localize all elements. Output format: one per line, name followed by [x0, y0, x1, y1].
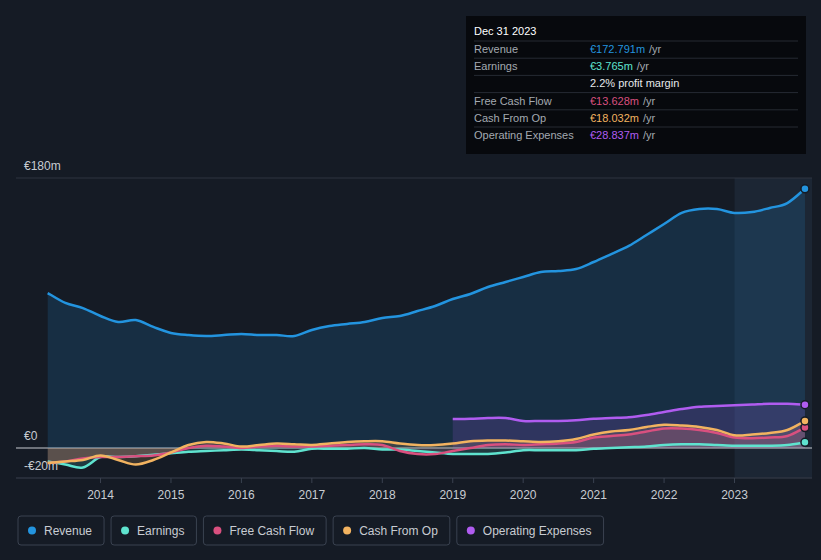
legend-box	[203, 516, 326, 545]
tooltip-label: Cash From Op	[474, 112, 546, 124]
legend-item: Earnings	[111, 516, 196, 545]
legend-box	[333, 516, 450, 545]
tooltip-divider	[474, 109, 798, 110]
tooltip-value: €3.765m	[590, 60, 633, 72]
end-marker	[801, 417, 809, 425]
tooltip-unit: /yr	[643, 129, 656, 141]
legend-label: Earnings	[137, 524, 184, 538]
tooltip-note: 2.2% profit margin	[590, 77, 679, 89]
legend-label: Operating Expenses	[483, 524, 592, 538]
tooltip-unit: /yr	[637, 60, 650, 72]
legend: Revenue Earnings Free Cash Flow Cash From O…	[18, 516, 604, 545]
x-tick-label: 2019	[439, 488, 466, 502]
legend-item: Revenue	[18, 516, 104, 545]
end-marker	[801, 438, 809, 446]
tooltip-label: Earnings	[474, 60, 518, 72]
tooltip-box	[466, 16, 806, 154]
y-tick-label: €0	[24, 429, 38, 443]
legend-box	[18, 516, 104, 545]
tooltip-unit: /yr	[643, 95, 656, 107]
legend-label: Free Cash Flow	[229, 524, 314, 538]
area-fill	[48, 189, 805, 448]
plot-area	[48, 185, 809, 468]
tooltip-title: Dec 31 2023	[474, 25, 536, 37]
tooltip: Dec 31 2023 Revenue €172.791m/yr Earnings €3…	[466, 16, 806, 154]
legend-box	[457, 516, 604, 545]
x-tick-label: 2021	[580, 488, 607, 502]
x-tick-label: 2015	[158, 488, 185, 502]
legend-item: Free Cash Flow	[203, 516, 326, 545]
x-axis-line	[16, 478, 812, 479]
x-tick-label: 2020	[510, 488, 537, 502]
tooltip-value: €18.032m	[590, 112, 639, 124]
end-marker	[801, 401, 809, 409]
legend-item: Operating Expenses	[457, 516, 604, 545]
legend-swatch	[467, 527, 475, 535]
x-tick	[241, 478, 242, 483]
series-line	[453, 404, 805, 422]
legend-swatch	[343, 527, 351, 535]
x-tick	[664, 478, 665, 483]
x-tick	[311, 478, 312, 483]
legend-box	[111, 516, 196, 545]
x-tick	[170, 478, 171, 483]
x-tick-label: 2022	[651, 488, 678, 502]
grid-line	[16, 178, 812, 179]
tooltip-divider	[474, 58, 798, 59]
chart: -€20m€0€180m2014201520162017201820192020…	[0, 0, 821, 560]
x-tick-label: 2014	[87, 488, 114, 502]
x-tick	[100, 478, 101, 483]
y-tick-label: €180m	[24, 159, 61, 173]
series-line	[48, 189, 805, 336]
x-tick	[382, 478, 383, 483]
legend-item: Cash From Op	[333, 516, 450, 545]
x-tick-label: 2017	[299, 488, 326, 502]
legend-swatch	[28, 527, 36, 535]
x-tick	[452, 478, 453, 483]
tooltip-value: €172.791m	[590, 43, 645, 55]
x-tick-label: 2023	[721, 488, 748, 502]
series-line	[48, 421, 805, 465]
x-tick-label: 2018	[369, 488, 396, 502]
legend-label: Cash From Op	[359, 524, 438, 538]
x-tick-label: 2016	[228, 488, 255, 502]
tooltip-value: €13.628m	[590, 95, 639, 107]
tooltip-divider	[474, 75, 798, 76]
tooltip-label: Free Cash Flow	[474, 95, 552, 107]
x-tick	[523, 478, 524, 483]
x-tick	[734, 478, 735, 483]
legend-swatch	[121, 527, 129, 535]
end-marker	[801, 185, 809, 193]
tooltip-divider	[474, 92, 798, 93]
grid-line	[16, 478, 812, 479]
tooltip-value: €28.837m	[590, 129, 639, 141]
legend-swatch	[213, 527, 221, 535]
tooltip-unit: /yr	[643, 112, 656, 124]
legend-label: Revenue	[44, 524, 92, 538]
tooltip-divider	[474, 41, 798, 42]
tooltip-label: Revenue	[474, 43, 518, 55]
tooltip-unit: /yr	[649, 43, 662, 55]
tooltip-label: Operating Expenses	[474, 129, 574, 141]
x-tick	[593, 478, 594, 483]
tooltip-divider	[474, 127, 798, 128]
